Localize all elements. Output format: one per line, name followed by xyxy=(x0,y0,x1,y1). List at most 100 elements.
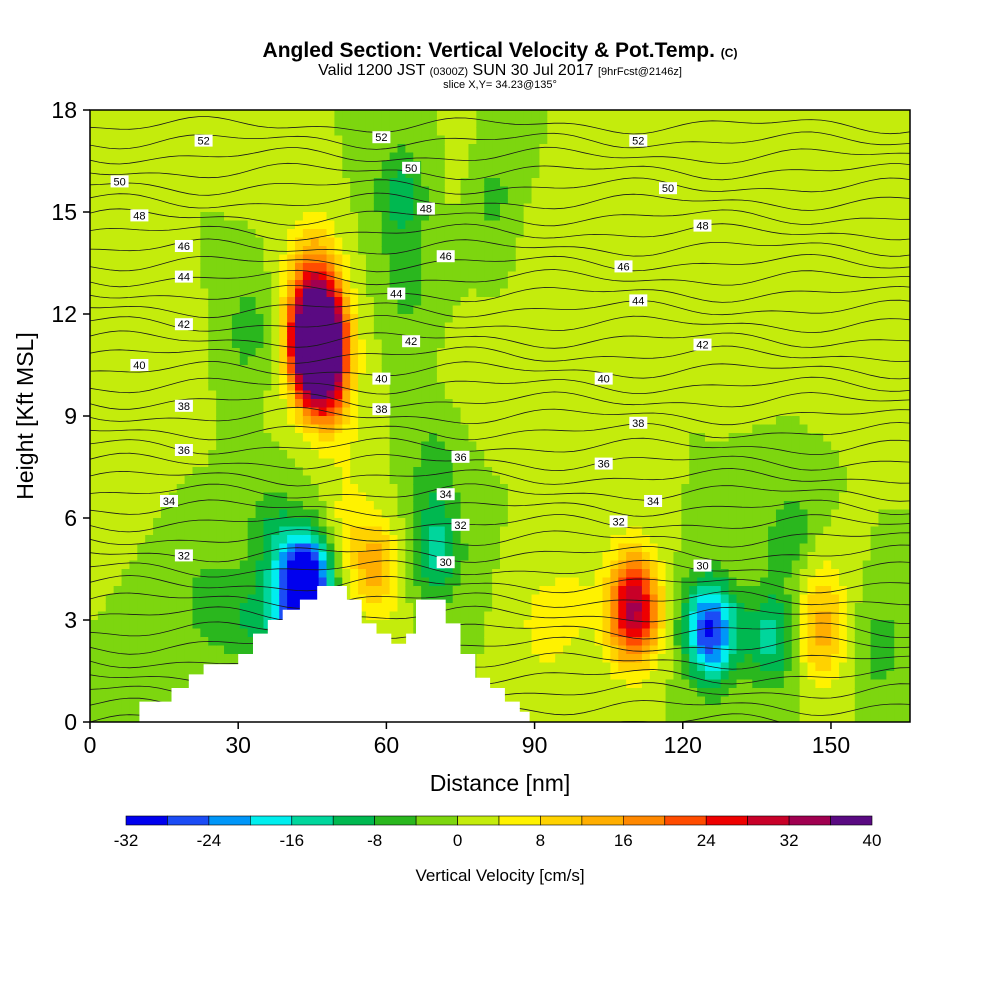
velocity-cell xyxy=(145,280,154,290)
velocity-cell xyxy=(216,297,225,307)
velocity-cell xyxy=(350,271,359,281)
velocity-cell xyxy=(310,373,320,383)
velocity-cell xyxy=(618,679,627,689)
velocity-cell xyxy=(500,441,509,451)
velocity-cell xyxy=(153,424,162,434)
velocity-cell xyxy=(634,288,643,298)
velocity-cell xyxy=(255,237,265,247)
velocity-cell xyxy=(350,552,359,562)
velocity-cell xyxy=(610,603,619,613)
velocity-cell xyxy=(500,518,509,528)
velocity-cell xyxy=(168,144,178,154)
velocity-cell xyxy=(594,399,604,409)
velocity-cell xyxy=(578,212,588,222)
velocity-cell xyxy=(626,246,635,256)
velocity-cell xyxy=(192,662,201,672)
velocity-cell xyxy=(168,671,178,681)
velocity-cell xyxy=(160,603,170,613)
velocity-cell xyxy=(586,178,596,188)
velocity-cell xyxy=(531,603,541,613)
velocity-cell xyxy=(113,407,123,417)
velocity-cell xyxy=(429,186,438,196)
velocity-cell xyxy=(381,110,391,120)
velocity-cell xyxy=(626,348,635,358)
velocity-cell xyxy=(247,543,257,553)
velocity-cell xyxy=(90,586,99,596)
velocity-cell xyxy=(358,475,367,485)
velocity-cell xyxy=(507,637,517,647)
velocity-cell xyxy=(563,535,572,545)
velocity-cell xyxy=(634,178,643,188)
velocity-cell xyxy=(90,484,99,494)
velocity-cell xyxy=(168,356,178,366)
velocity-cell xyxy=(476,127,485,137)
velocity-cell xyxy=(373,161,383,171)
velocity-cell xyxy=(216,543,225,553)
velocity-cell xyxy=(460,492,470,502)
velocity-cell xyxy=(381,169,391,179)
velocity-cell xyxy=(452,390,462,400)
velocity-cell xyxy=(271,475,280,485)
velocity-cell xyxy=(610,628,619,638)
velocity-cell xyxy=(397,339,406,349)
velocity-cell xyxy=(421,229,430,239)
velocity-cell xyxy=(239,305,249,315)
velocity-cell xyxy=(224,348,233,358)
velocity-cell xyxy=(350,399,359,409)
velocity-cell xyxy=(318,144,328,154)
velocity-cell xyxy=(634,271,643,281)
velocity-cell xyxy=(318,280,328,290)
velocity-cell xyxy=(602,535,611,545)
velocity-cell xyxy=(413,382,422,392)
velocity-cell xyxy=(247,560,257,570)
velocity-cell xyxy=(452,280,462,290)
velocity-cell xyxy=(578,713,588,722)
velocity-cell xyxy=(224,518,233,528)
velocity-cell xyxy=(365,220,375,230)
velocity-cell xyxy=(539,492,548,502)
velocity-cell xyxy=(208,127,217,137)
velocity-cell xyxy=(105,373,115,383)
velocity-cell xyxy=(145,501,154,511)
velocity-cell xyxy=(507,399,517,409)
velocity-cell xyxy=(90,552,99,562)
velocity-cell xyxy=(523,458,533,468)
velocity-cell xyxy=(515,688,525,698)
velocity-cell xyxy=(610,331,619,341)
velocity-cell xyxy=(255,229,265,239)
velocity-cell xyxy=(421,280,430,290)
velocity-cell xyxy=(373,152,383,162)
velocity-cell xyxy=(460,314,470,324)
velocity-cell xyxy=(476,314,485,324)
velocity-cell xyxy=(523,382,533,392)
velocity-cell xyxy=(492,390,501,400)
velocity-cell xyxy=(586,365,596,375)
velocity-cell xyxy=(326,212,336,222)
velocity-cell xyxy=(634,237,643,247)
velocity-cell xyxy=(563,458,572,468)
velocity-cell xyxy=(594,501,604,511)
velocity-cell xyxy=(531,382,541,392)
velocity-cell xyxy=(373,297,383,307)
velocity-cell xyxy=(200,280,209,290)
velocity-cell xyxy=(255,586,265,596)
velocity-cell xyxy=(610,526,619,536)
velocity-cell xyxy=(105,110,115,120)
velocity-cell xyxy=(121,662,131,672)
velocity-cell xyxy=(200,365,209,375)
velocity-cell xyxy=(239,314,249,324)
velocity-cell xyxy=(192,339,201,349)
velocity-cell xyxy=(602,518,611,528)
velocity-cell xyxy=(373,586,383,596)
velocity-cell xyxy=(160,356,170,366)
velocity-cell xyxy=(350,416,359,426)
velocity-cell xyxy=(231,246,241,256)
velocity-cell xyxy=(436,509,446,519)
velocity-cell xyxy=(310,348,320,358)
velocity-cell xyxy=(429,467,438,477)
velocity-cell xyxy=(208,552,217,562)
velocity-cell xyxy=(492,331,501,341)
velocity-cell xyxy=(500,288,509,298)
velocity-cell xyxy=(239,552,249,562)
velocity-cell xyxy=(358,603,367,613)
